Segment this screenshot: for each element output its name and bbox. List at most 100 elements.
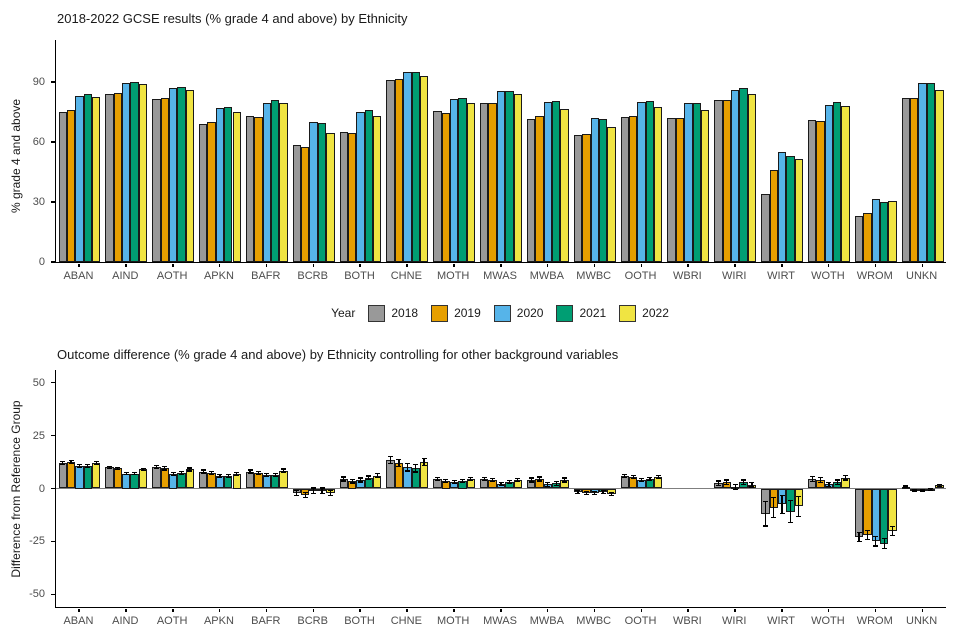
error-bar (930, 488, 932, 492)
error-bar (798, 495, 800, 518)
error-bar (585, 490, 587, 495)
error-bar-cap (545, 481, 551, 483)
zero-reference-line (56, 488, 946, 489)
bar-AIND-2018 (105, 467, 114, 489)
bar-WBRI-2022 (700, 110, 710, 262)
error-bar-cap (281, 471, 287, 473)
error-bar-cap (281, 468, 287, 470)
error-bar-cap (771, 496, 777, 499)
bar-UNKN-2019 (910, 98, 919, 262)
error-bar-cap (575, 489, 581, 491)
error-bar-cap (920, 490, 926, 492)
bar-AIND-2018 (105, 94, 114, 262)
error-bar (227, 473, 229, 478)
error-bar (164, 466, 166, 471)
bottom-chart-plot-area (55, 370, 946, 608)
error-bar-cap (319, 492, 325, 494)
error-bar (321, 487, 323, 494)
y-tick-label: 90 (32, 76, 45, 88)
axis-tick (640, 609, 643, 612)
bar-CHNE-2019 (394, 79, 404, 262)
bar-BCRB-2018 (292, 145, 302, 262)
bar-MWBC-2021 (598, 119, 608, 262)
error-bar-cap (294, 494, 300, 496)
axis-tick (406, 609, 408, 612)
x-tick-label-MWAS: MWAS (477, 264, 524, 282)
x-tick-label-text: OOTH (624, 615, 657, 627)
error-bar-cap (843, 479, 849, 481)
bar-ABAN-2021 (83, 466, 92, 489)
error-bar-cap (809, 480, 815, 482)
error-bar-cap (498, 485, 504, 487)
axis-tick (125, 264, 127, 267)
x-tick-label-text: ABAN (63, 270, 94, 282)
error-bar (492, 477, 494, 483)
axis-tick (593, 609, 596, 612)
axis-tick (406, 264, 408, 267)
axis-tick (172, 264, 174, 267)
axis-tick (51, 593, 55, 596)
axis-tick (640, 264, 643, 267)
error-bar (398, 458, 400, 468)
x-tick-label-CHNE: CHNE (383, 264, 430, 282)
bar-OOTH-2021 (645, 101, 655, 262)
error-bar-cap (796, 515, 802, 518)
error-bar-cap (890, 525, 895, 527)
error-bar (62, 460, 64, 466)
group-MWAS (478, 40, 525, 262)
error-bar-cap (608, 494, 614, 496)
group-WIRI (712, 370, 759, 607)
bar-UNKN-2022 (935, 90, 944, 262)
error-bar (734, 484, 736, 490)
error-bar (632, 474, 634, 479)
axis-tick (312, 264, 315, 267)
y-tick-label: -25 (29, 535, 45, 548)
bar-APKN-2018 (199, 471, 208, 489)
bar-ABAN-2020 (75, 466, 84, 489)
group-BCRB (290, 370, 337, 607)
axis-tick (687, 264, 689, 267)
group-UNKN (899, 40, 946, 262)
x-tick-label-text: APKN (203, 270, 234, 282)
axis-tick (500, 264, 502, 267)
group-MWAS (478, 370, 525, 607)
bar-MWBA-2022 (560, 109, 569, 262)
x-tick-label-AIND: AIND (102, 609, 149, 627)
x-tick-label-text: BCRB (297, 615, 328, 627)
bar-WBRI-2020 (684, 103, 693, 262)
error-bar-cap (451, 480, 457, 482)
error-bar (236, 471, 238, 476)
error-bar (483, 476, 485, 482)
legend: Year 2018 2019 2020 2021 2022 (55, 302, 945, 324)
x-tick-label-WIRT: WIRT (758, 609, 805, 627)
x-tick-label-APKN: APKN (196, 609, 243, 627)
x-tick-label-CHNE: CHNE (383, 609, 430, 627)
axis-tick (265, 609, 268, 612)
bar-AOTH-2020 (168, 473, 178, 489)
axis-tick (546, 609, 549, 612)
axis-tick (359, 609, 361, 612)
error-bar (845, 475, 847, 481)
legend-title: Year (331, 306, 356, 320)
error-bar-cap (200, 472, 206, 474)
error-bar (87, 464, 89, 469)
legend-swatch-2019 (431, 304, 449, 322)
error-bar (538, 476, 541, 482)
x-tick-label-text: MWBC (576, 615, 612, 627)
axis-tick (921, 264, 924, 267)
error-bar (500, 482, 502, 487)
legend-entry-2018: 2018 (368, 304, 418, 322)
x-tick-label-text: BOTH (344, 270, 375, 282)
bar-WROM-2019 (863, 488, 872, 536)
group-UNKN (899, 370, 946, 607)
x-tick-label-text: CHNE (390, 615, 422, 627)
error-bar-cap (528, 481, 534, 483)
bar-AIND-2019 (113, 93, 123, 262)
bar-CHNE-2021 (411, 72, 420, 262)
bar-MOTH-2022 (466, 103, 476, 262)
bar-WROM-2021 (879, 488, 889, 544)
error-bar (343, 476, 345, 482)
error-bar-cap (413, 471, 419, 473)
error-bar (828, 481, 830, 488)
y-tick-label: 0 (38, 482, 45, 495)
